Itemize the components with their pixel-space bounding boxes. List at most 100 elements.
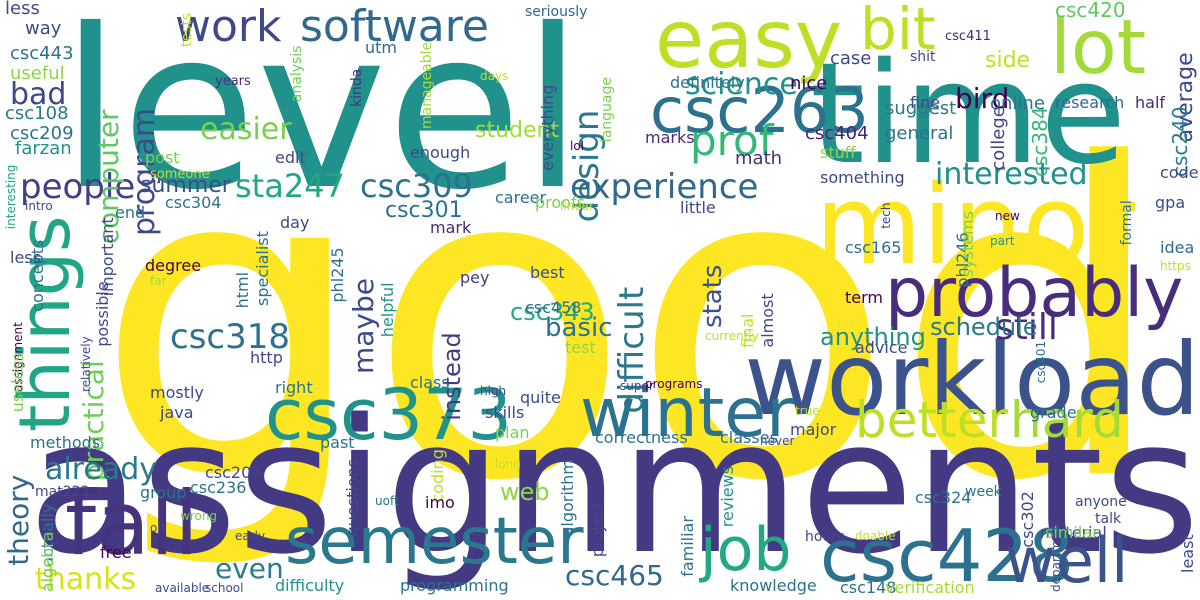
word-enough: enough (410, 143, 471, 162)
word-test: test (565, 338, 596, 357)
word-grade: grade (1030, 403, 1077, 422)
word-correctness: correctness (595, 428, 688, 447)
word-super: super (620, 379, 654, 393)
word-hours: hours (805, 529, 845, 545)
word-csc458: csc458 (525, 298, 582, 317)
word-csc411: csc411 (945, 29, 991, 44)
word-almost: almost (758, 293, 777, 348)
word-college: college (988, 106, 1009, 171)
word-lol: lol (570, 139, 585, 153)
word-well: well (1005, 524, 1129, 597)
word-advice: advice (855, 338, 908, 357)
word-csc465: csc465 (565, 559, 664, 592)
word-bird: bird (955, 82, 1010, 115)
word-week: week (965, 484, 1002, 500)
word-already: already (45, 452, 158, 487)
word-project: project (588, 501, 607, 558)
word-algebra: algebra (38, 531, 57, 593)
word-csc301: csc301 (385, 198, 463, 223)
word-math: math (735, 148, 783, 169)
word-currently: currently (705, 329, 759, 343)
word-http: http (250, 348, 283, 367)
word-easier: easier (200, 112, 292, 147)
word-suggest: suggest (885, 98, 957, 119)
word-html: html (233, 271, 252, 309)
word-intro: intro (25, 199, 53, 213)
word-true: true (795, 404, 820, 418)
word-bad: bad (10, 77, 67, 112)
word-stats: stats (698, 264, 728, 328)
word-online: online (990, 93, 1045, 114)
word-available: available (155, 581, 210, 595)
word-csc302: csc302 (1018, 491, 1037, 548)
word-csc263: csc263 (650, 74, 869, 147)
word-mark: mark (430, 218, 472, 237)
word-methods: methods (30, 433, 101, 452)
word-web: web (500, 478, 550, 506)
word-csc209: csc209 (10, 123, 74, 144)
word-experience: experience (570, 167, 759, 207)
word-marks: marks (645, 128, 695, 147)
word-csc401: csc401 (1034, 340, 1048, 384)
word-csc420: csc420 (1055, 0, 1126, 22)
word-lot: lot (1050, 3, 1147, 91)
word-knowledge: knowledge (730, 576, 817, 595)
word-imo: imo (425, 493, 455, 512)
word-edit: edit (275, 148, 306, 167)
word-new: new (995, 209, 1020, 223)
word-difficult: difficult (612, 286, 652, 414)
word-uoft: uoft (375, 494, 399, 508)
word-right: right (275, 378, 313, 397)
word-farzan: farzan (15, 138, 72, 159)
word-csc443: csc443 (10, 43, 74, 64)
word-time: time (810, 33, 1127, 196)
word-formal: formal (1119, 200, 1135, 246)
word-still: still (995, 307, 1058, 348)
word-csc309: csc309 (360, 167, 473, 205)
word-analysis: analysis (289, 45, 305, 103)
word-little: little (680, 198, 716, 217)
word-software: software (300, 1, 489, 52)
word-far: far (150, 274, 167, 288)
word-possible: possible (93, 281, 112, 347)
word-csc236: csc236 (190, 478, 247, 497)
word-sta247: sta247 (235, 167, 345, 205)
word-csc404: csc404 (805, 123, 869, 144)
word-wrong: wrong (180, 509, 218, 523)
word-theory: theory (2, 474, 35, 566)
word-end: end (115, 203, 146, 222)
word-prof: prof (690, 116, 774, 165)
word-past: past (320, 433, 355, 452)
word-phl245: phl245 (328, 247, 347, 303)
word-pey: pey (460, 268, 490, 287)
word-free: free (100, 543, 132, 562)
word-language: language (599, 77, 615, 143)
word-programs: programs (645, 377, 703, 391)
word-mostly: mostly (150, 383, 204, 402)
word-similar: similar (1045, 523, 1099, 542)
word-hard: hard (1010, 391, 1124, 449)
word-csc343: csc343 (510, 298, 595, 326)
word-verification: verification (885, 578, 975, 597)
word-csc108: csc108 (5, 103, 69, 124)
word-major: major (790, 420, 837, 439)
word-talk: talk (1095, 511, 1122, 527)
word-csc384: csc384 (1028, 106, 1052, 177)
word-group: group (140, 483, 187, 502)
word-school: school (205, 581, 244, 595)
word-familiar: familiar (678, 516, 697, 577)
word-thanks: thanks (35, 562, 137, 597)
word-relatively: relatively (79, 336, 93, 392)
word-programming: programming (400, 576, 509, 595)
word-assignments: assignments (27, 379, 1200, 595)
word-less: less (5, 0, 40, 19)
word-long: long (495, 457, 521, 471)
word-oh: oh (150, 521, 165, 535)
word-tech: tech (879, 202, 893, 229)
word-csc148: csc148 (840, 578, 897, 597)
word-something: something (820, 168, 905, 187)
word-helpful: helpful (378, 282, 397, 338)
word-general: general (885, 123, 954, 144)
word-semester: semester (285, 505, 584, 579)
